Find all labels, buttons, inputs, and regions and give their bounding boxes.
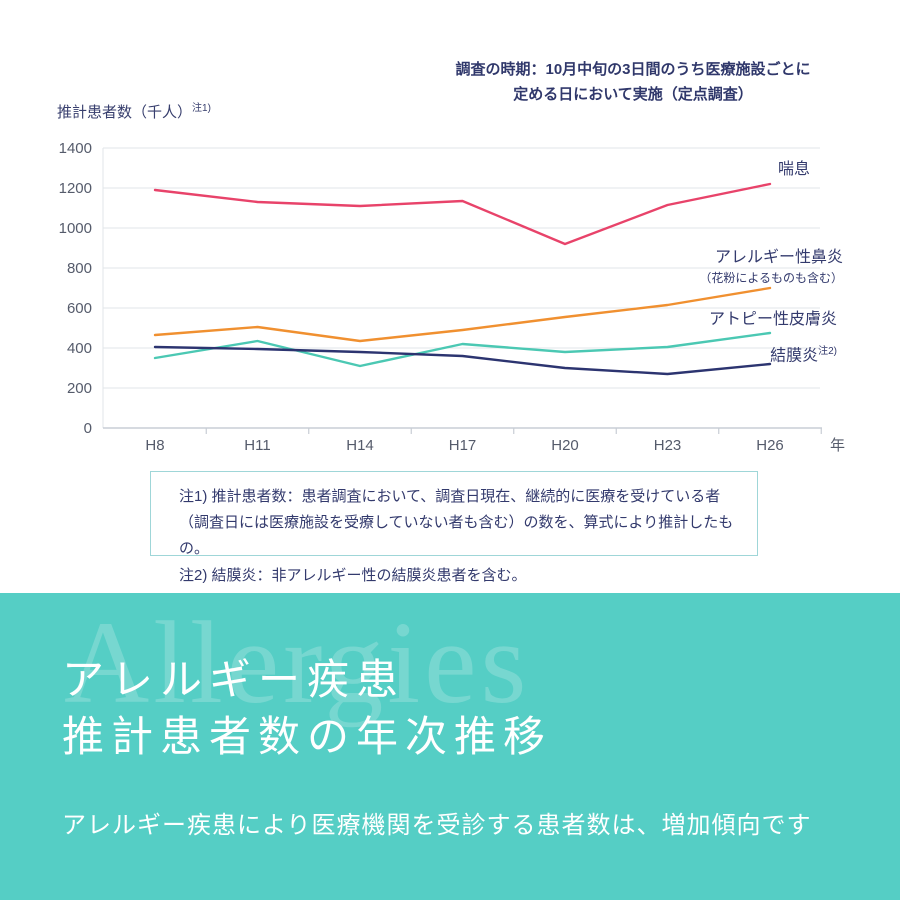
svg-text:H14: H14: [346, 437, 374, 454]
series-label-conjunctivitis: 結膜炎注2): [770, 346, 837, 365]
footnote-2: 注2) 結膜炎：非アレルギー性の結膜炎患者を含む。: [179, 567, 527, 584]
footnote-1-line2: （調査日には医療施設を受療していない者も含む）の数を、算式により推計したもの。: [179, 514, 734, 557]
svg-text:1000: 1000: [59, 220, 92, 237]
svg-text:H23: H23: [654, 437, 682, 454]
series-label-rhinitis: アレルギー性鼻炎 （花粉によるものも含む）: [699, 249, 843, 285]
svg-text:200: 200: [67, 380, 92, 397]
survey-period-note-line2: 定める日において実施（定点調査）: [513, 86, 753, 103]
svg-text:400: 400: [67, 340, 92, 357]
svg-text:H8: H8: [145, 437, 164, 454]
series-label-atopic: アトピー性皮膚炎: [708, 311, 837, 328]
svg-text:600: 600: [67, 300, 92, 317]
survey-period-note: 調査の時期：10月中旬の3日間のうち医療施設ごとに 定める日において実施（定点調…: [423, 57, 843, 107]
svg-text:H26: H26: [756, 437, 784, 454]
svg-text:1200: 1200: [59, 180, 92, 197]
watermark-text: Allergies: [64, 597, 531, 728]
y-axis-title-note-ref: 注1): [192, 103, 211, 114]
svg-text:H17: H17: [449, 437, 477, 454]
svg-text:0: 0: [84, 420, 92, 437]
footnotes-box: 注1) 推計患者数：患者調査において、調査日現在、継続的に医療を受けている者 （…: [150, 471, 758, 584]
banner-title-line1: アレルギー疾患: [62, 658, 406, 704]
line-chart: 0 200 400 600 800 1000 1200 1400 H8 H11 H14 H17 H20 H…: [59, 140, 845, 454]
banner-title: アレルギー疾患推計患者数の年次推移: [62, 653, 552, 767]
svg-text:H11: H11: [244, 437, 270, 454]
series-label-asthma: 喘息: [777, 161, 810, 178]
banner-subtitle: アレルギー疾患により医療機関を受診する患者数は、増加傾向です: [62, 813, 812, 839]
y-axis-title: 推計患者数（千人）注1): [57, 99, 211, 122]
banner-title-line2: 推計患者数の年次推移: [62, 715, 553, 761]
title-banner: Allergies アレルギー疾患推計患者数の年次推移 アレルギー疾患により医療…: [0, 593, 900, 900]
y-axis-title-text: 推計患者数（千人）: [57, 104, 193, 121]
series-label-rhinitis-sub: （花粉によるものも含む）: [699, 271, 843, 285]
svg-text:800: 800: [67, 260, 92, 277]
svg-text:H20: H20: [551, 437, 579, 454]
conjunctivitis-note-ref: 注2): [818, 346, 837, 357]
svg-text:1400: 1400: [59, 140, 92, 157]
svg-text:年: 年: [830, 437, 845, 454]
survey-period-note-line1: 調査の時期：10月中旬の3日間のうち医療施設ごとに: [455, 61, 811, 78]
footnote-1-line1: 注1) 推計患者数：患者調査において、調査日現在、継続的に医療を受けている者: [179, 488, 721, 505]
